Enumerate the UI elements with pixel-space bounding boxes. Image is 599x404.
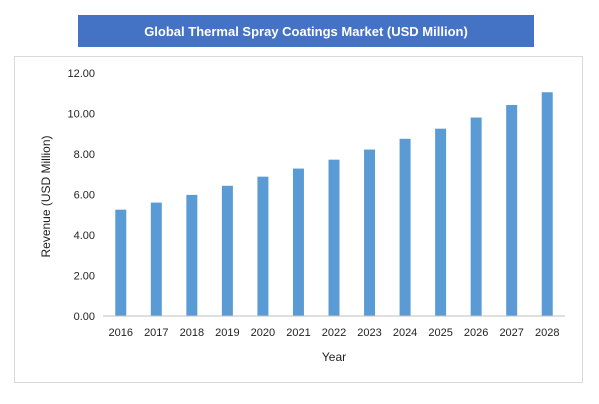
bar-2025 [435, 128, 447, 316]
bar-2019 [221, 185, 233, 316]
y-tick-label: 6.00 [74, 190, 95, 202]
bar-2026 [470, 117, 482, 316]
bar-2023 [364, 149, 376, 316]
bar-2022 [328, 159, 340, 316]
bar-2027 [506, 104, 518, 317]
y-tick-label: 12.00 [67, 68, 95, 80]
x-tick-label: 2018 [180, 327, 204, 339]
y-axis-ticks: 0.00 2.00 4.00 6.00 8.00 10.00 12.00 [67, 68, 95, 323]
x-axis-ticks: 2016 2017 2018 2019 2020 2021 2022 2023 2024 2025… [109, 327, 560, 339]
x-tick-label: 2016 [109, 327, 133, 339]
bar-2017 [150, 202, 162, 316]
y-axis-title: Revenue (USD Million) [39, 135, 53, 257]
x-tick-label: 2027 [499, 327, 523, 339]
x-tick-label: 2021 [286, 327, 310, 339]
chart-title: Global Thermal Spray Coatings Market (US… [144, 23, 468, 39]
x-axis-title: Year [322, 350, 346, 364]
y-tick-label: 4.00 [74, 230, 95, 242]
x-tick-label: 2028 [535, 327, 559, 339]
bar-2020 [257, 176, 269, 316]
x-tick-label: 2017 [144, 327, 168, 339]
x-tick-label: 2019 [215, 327, 239, 339]
chart-frame [14, 56, 583, 383]
x-tick-label: 2024 [393, 327, 417, 339]
x-tick-label: 2025 [428, 327, 452, 339]
x-tick-label: 2022 [322, 327, 346, 339]
bar-2028 [541, 92, 553, 316]
chart-title-banner: Global Thermal Spray Coatings Market (US… [78, 15, 534, 47]
y-tick-label: 10.00 [67, 109, 95, 121]
bars [115, 92, 553, 317]
bar-2016 [115, 209, 127, 316]
x-tick-label: 2026 [464, 327, 488, 339]
x-tick-label: 2023 [357, 327, 381, 339]
bar-2018 [186, 194, 198, 316]
bar-2021 [292, 168, 304, 316]
y-tick-label: 2.00 [74, 271, 95, 283]
y-tick-label: 0.00 [74, 311, 95, 323]
bar-2024 [399, 138, 411, 316]
y-tick-label: 8.00 [74, 149, 95, 161]
x-tick-label: 2020 [251, 327, 275, 339]
